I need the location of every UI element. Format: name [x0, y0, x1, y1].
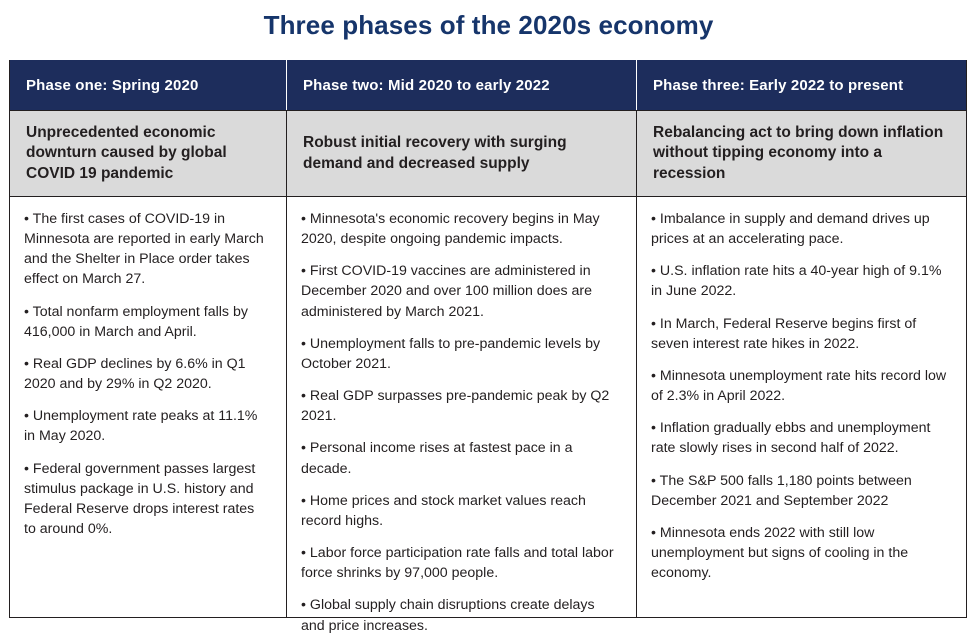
- column-summary-phase-three: Rebalancing act to bring down inflation …: [636, 111, 966, 196]
- bullet-item: • First COVID-19 vaccines are administer…: [301, 263, 593, 320]
- bullet-list-phase-two: • Minnesota's economic recovery begins i…: [301, 209, 620, 636]
- bullet-item: • Real GDP surpasses pre-pandemic peak b…: [301, 388, 610, 425]
- bullet-item: • Minnesota unemployment rate hits recor…: [651, 367, 947, 405]
- column-header-phase-two: Phase two: Mid 2020 to early 2022: [286, 60, 636, 110]
- bullet-item: • Minnesota's economic recovery begins i…: [301, 211, 600, 248]
- bullet-item: • Total nonfarm employment falls by 416,…: [24, 303, 248, 340]
- column-body-phase-two: • Minnesota's economic recovery begins i…: [286, 197, 636, 634]
- bullet-item: • In March, Federal Reserve begins first…: [651, 315, 917, 352]
- bullet-item: • Inflation gradually ebbs and unemploym…: [651, 420, 931, 457]
- column-header-phase-three: Phase three: Early 2022 to present: [636, 60, 966, 110]
- column-summary-phase-two: Robust initial recovery with surging dem…: [286, 111, 636, 196]
- bullet-item: • Home prices and stock market values re…: [301, 492, 586, 529]
- phases-table: Phase one: Spring 2020 Phase two: Mid 20…: [9, 60, 967, 634]
- bullet-item: • Labor force participation rate falls a…: [301, 545, 614, 582]
- bullet-item: • Imbalance in supply and demand drives …: [651, 211, 930, 248]
- bullet-list-phase-three: • Imbalance in supply and demand drives …: [651, 209, 950, 583]
- column-body-phase-three: • Imbalance in supply and demand drives …: [636, 197, 966, 617]
- bullet-item: • Unemployment falls to pre-pandemic lev…: [301, 335, 601, 372]
- bullet-item: • Unemployment rate peaks at 11.1% in Ma…: [24, 408, 258, 445]
- bullet-item: • The first cases of COVID-19 in Minneso…: [24, 211, 264, 288]
- bullet-item: • Global supply chain disruptions create…: [301, 597, 595, 634]
- column-body-phase-one: • The first cases of COVID-19 in Minneso…: [10, 197, 286, 617]
- bullet-item: • U.S. inflation rate hits a 40-year hig…: [651, 263, 942, 300]
- bullet-item: • Minnesota ends 2022 with still low une…: [651, 524, 909, 582]
- bullet-item: • Real GDP declines by 6.6% in Q1 2020 a…: [24, 355, 246, 393]
- table-header-row: Phase one: Spring 2020 Phase two: Mid 20…: [10, 60, 966, 110]
- bullet-item: • Federal government passes largest stim…: [24, 460, 256, 538]
- bullet-item: • Personal income rises at fastest pace …: [301, 440, 573, 477]
- table-summary-row: Unprecedented economic downturn caused b…: [10, 110, 966, 197]
- table-body-row: • The first cases of COVID-19 in Minneso…: [10, 197, 966, 634]
- column-summary-phase-one: Unprecedented economic downturn caused b…: [26, 123, 227, 182]
- bullet-item: • The S&P 500 falls 1,180 points between…: [651, 472, 912, 509]
- page-title: Three phases of the 2020s economy: [263, 10, 714, 40]
- column-header-phase-one: Phase one: Spring 2020: [26, 76, 199, 94]
- bullet-list-phase-one: • The first cases of COVID-19 in Minneso…: [24, 209, 270, 539]
